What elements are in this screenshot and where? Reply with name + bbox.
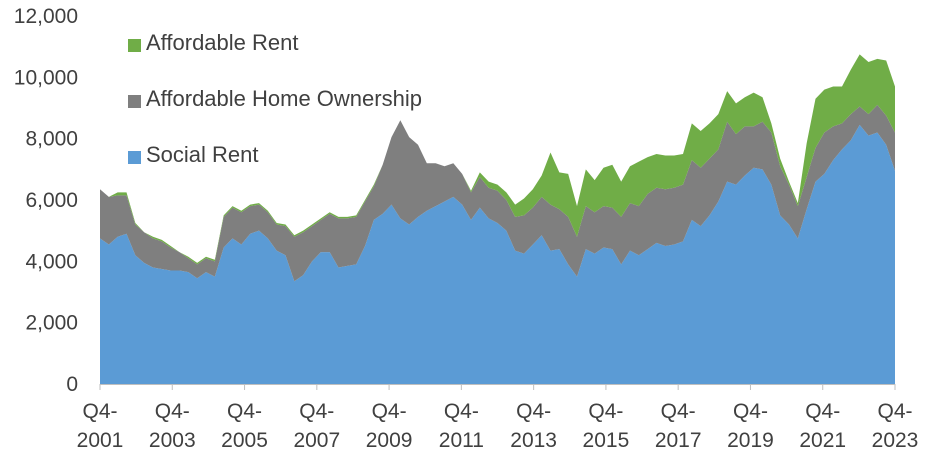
x-tick-label: Q4-2011 bbox=[439, 400, 484, 452]
x-tick-label: Q4-2015 bbox=[583, 400, 630, 452]
legend-swatch-affordable-rent bbox=[128, 39, 141, 52]
area-affordable-home-ownership bbox=[100, 104, 895, 282]
legend-swatch-affordable-home-ownership bbox=[128, 95, 141, 108]
legend-label-affordable-home-ownership: Affordable Home Ownership bbox=[146, 86, 422, 111]
y-tick-label: 6,000 bbox=[25, 189, 78, 212]
y-tick-label: 10,000 bbox=[14, 66, 78, 89]
x-tick-label: Q4-2007 bbox=[293, 400, 340, 452]
legend-label-affordable-rent: Affordable Rent bbox=[146, 30, 299, 55]
x-axis: Q4-2001 Q4-2003 Q4-2005 Q4-2007 Q4-2009 Q4-20… bbox=[77, 384, 919, 452]
x-tick-label: Q4-2017 bbox=[655, 400, 702, 452]
x-tick-label: Q4-2005 bbox=[221, 400, 268, 452]
y-tick-label: 4,000 bbox=[25, 250, 78, 273]
y-tick-label: 8,000 bbox=[25, 128, 78, 151]
legend-label-social-rent: Social Rent bbox=[146, 142, 259, 167]
x-tick-label: Q4-2023 bbox=[872, 400, 919, 452]
y-tick-label: 2,000 bbox=[25, 312, 78, 335]
x-tick-label: Q4-2009 bbox=[366, 400, 413, 452]
area-social-rent bbox=[100, 124, 895, 385]
area-layers bbox=[100, 54, 895, 385]
y-tick-label: 0 bbox=[66, 373, 78, 396]
x-tick-label: Q4-2019 bbox=[727, 400, 774, 452]
x-tick-label: Q4-2021 bbox=[799, 400, 846, 452]
x-tick-label: Q4-2013 bbox=[510, 400, 557, 452]
x-tick-label: Q4-2001 bbox=[77, 400, 124, 452]
x-tick-label: Q4-2003 bbox=[149, 400, 196, 452]
legend-swatch-social-rent bbox=[128, 151, 141, 164]
y-axis: 0 2,000 4,000 6,000 8,000 10,000 12,000 bbox=[14, 5, 78, 396]
y-tick-label: 12,000 bbox=[14, 5, 78, 28]
